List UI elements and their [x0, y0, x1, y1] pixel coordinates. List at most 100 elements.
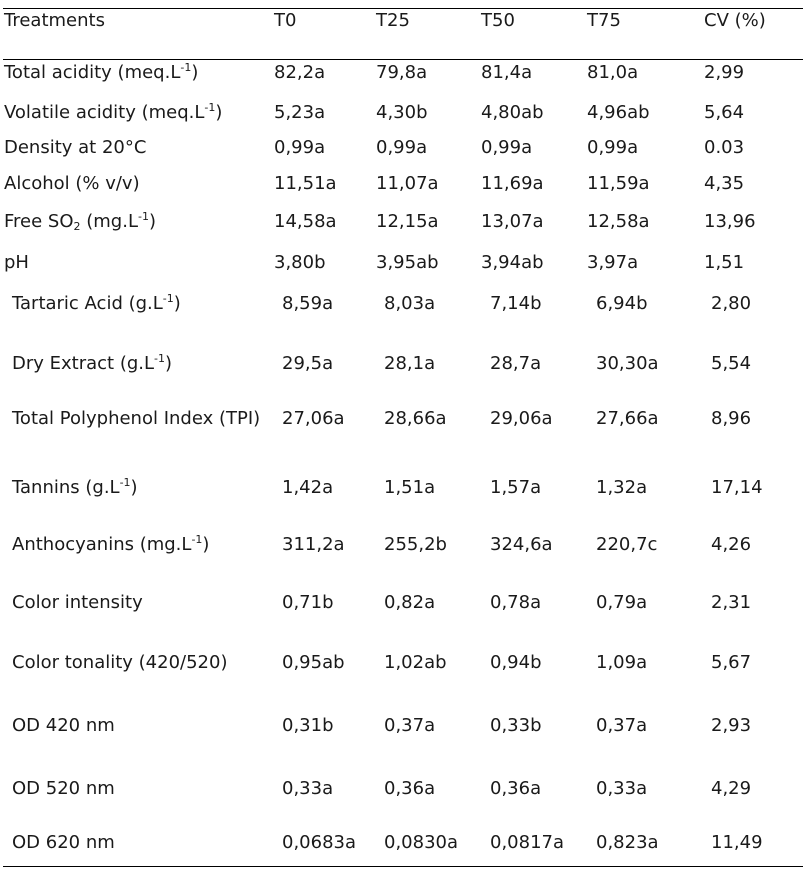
table-cell: 0,36a [384, 778, 436, 799]
table-cell: 0,0817a [490, 832, 565, 853]
table-cell: 81,0a [587, 62, 639, 83]
row-label: pH [4, 252, 29, 273]
row-label: Total acidity (meq.L-1) [4, 61, 199, 83]
table-cell: 3,97a [587, 252, 639, 273]
row-label: OD 620 nm [12, 832, 115, 853]
table-cell: 29,06a [490, 408, 553, 429]
table-cell: 11,59a [587, 173, 650, 194]
table-cell: 0.03 [704, 137, 745, 158]
table-cell: 1,02ab [384, 652, 447, 673]
table-cell: 0,36a [490, 778, 542, 799]
table-cell: 81,4a [481, 62, 533, 83]
table-cell: 12,15a [376, 211, 439, 232]
table-cell: 0,99a [376, 137, 428, 158]
table-cell: 3,94ab [481, 252, 544, 273]
header-t75: T75 [587, 10, 621, 31]
table-cell: 220,7c [596, 534, 658, 555]
table-cell: 29,5a [282, 353, 334, 374]
table-cell: 0,78a [490, 592, 542, 613]
header-rule [3, 59, 803, 60]
table-cell: 11,07a [376, 173, 439, 194]
row-label: OD 420 nm [12, 715, 115, 736]
table-cell: 5,23a [274, 102, 326, 123]
table-cell: 1,51a [384, 477, 436, 498]
table-cell: 8,03a [384, 293, 436, 314]
table-cell: 0,37a [596, 715, 648, 736]
table-cell: 4,96ab [587, 102, 650, 123]
table-cell: 6,94b [596, 293, 648, 314]
table-cell: 0,37a [384, 715, 436, 736]
table-cell: 13,07a [481, 211, 544, 232]
table-cell: 27,66a [596, 408, 659, 429]
table-cell: 0,31b [282, 715, 334, 736]
table-cell: 82,2a [274, 62, 326, 83]
table-cell: 3,80b [274, 252, 326, 273]
top-rule [3, 8, 803, 9]
table-cell: 8,59a [282, 293, 334, 314]
table-cell: 2,80 [711, 293, 752, 314]
header-t25: T25 [376, 10, 410, 31]
table-cell: 11,51a [274, 173, 337, 194]
table-cell: 5,64 [704, 102, 745, 123]
table-cell: 17,14 [711, 477, 763, 498]
header-treatments: Treatments [4, 10, 105, 31]
table-cell: 0,0830a [384, 832, 459, 853]
table-cell: 0,94b [490, 652, 542, 673]
table-cell: 0,33a [596, 778, 648, 799]
table-cell: 0,99a [587, 137, 639, 158]
table-cell: 0,823a [596, 832, 659, 853]
table-cell: 4,80ab [481, 102, 544, 123]
table-cell: 28,7a [490, 353, 542, 374]
row-label: Tannins (g.L-1) [12, 476, 138, 498]
row-label: Volatile acidity (meq.L-1) [4, 101, 223, 123]
table-cell: 12,58a [587, 211, 650, 232]
table-cell: 0,82a [384, 592, 436, 613]
table-cell: 2,93 [711, 715, 752, 736]
table-cell: 5,54 [711, 353, 752, 374]
table-cell: 0,79a [596, 592, 648, 613]
table-cell: 5,67 [711, 652, 752, 673]
table-cell: 1,51 [704, 252, 745, 273]
table-cell: 14,58a [274, 211, 337, 232]
table-cell: 311,2a [282, 534, 345, 555]
table-cell: 1,32a [596, 477, 648, 498]
table-cell: 1,57a [490, 477, 542, 498]
table-cell: 4,29 [711, 778, 752, 799]
table-cell: 0,95ab [282, 652, 345, 673]
row-label: Free SO2 (mg.L-1) [4, 210, 156, 233]
table-cell: 0,33b [490, 715, 542, 736]
table-cell: 0,71b [282, 592, 334, 613]
table-cell: 0,0683a [282, 832, 357, 853]
header-cv: CV (%) [704, 10, 766, 31]
table-cell: 4,26 [711, 534, 752, 555]
table-cell: 2,99 [704, 62, 745, 83]
bottom-rule [3, 866, 803, 867]
table-cell: 28,66a [384, 408, 447, 429]
row-label: Anthocyanins (mg.L-1) [12, 533, 210, 555]
table-cell: 3,95ab [376, 252, 439, 273]
table-cell: 0,99a [274, 137, 326, 158]
table-cell: 79,8a [376, 62, 428, 83]
table-cell: 11,69a [481, 173, 544, 194]
table-cell: 0,99a [481, 137, 533, 158]
header-t50: T50 [481, 10, 515, 31]
table-cell: 1,09a [596, 652, 648, 673]
table-cell: 8,96 [711, 408, 752, 429]
table-cell: 4,30b [376, 102, 428, 123]
table-cell: 4,35 [704, 173, 745, 194]
row-label: Alcohol (% v/v) [4, 173, 140, 194]
header-t0: T0 [274, 10, 297, 31]
table-cell: 27,06a [282, 408, 345, 429]
table-cell: 28,1a [384, 353, 436, 374]
table-cell: 255,2b [384, 534, 447, 555]
row-label: Density at 20°C [4, 137, 147, 158]
table-cell: 324,6a [490, 534, 553, 555]
table-cell: 30,30a [596, 353, 659, 374]
table-cell: 13,96 [704, 211, 756, 232]
table-cell: 2,31 [711, 592, 752, 613]
row-label: Total Polyphenol Index (TPI) [12, 408, 261, 429]
row-label: Color intensity [12, 592, 143, 613]
table-cell: 1,42a [282, 477, 334, 498]
row-label: Tartaric Acid (g.L-1) [12, 292, 181, 314]
row-label: Color tonality (420/520) [12, 652, 228, 673]
